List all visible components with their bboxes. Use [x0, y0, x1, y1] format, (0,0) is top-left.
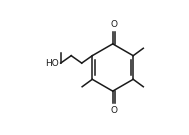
Text: O: O	[110, 20, 117, 29]
Text: HO: HO	[45, 59, 59, 68]
Text: O: O	[110, 106, 117, 115]
